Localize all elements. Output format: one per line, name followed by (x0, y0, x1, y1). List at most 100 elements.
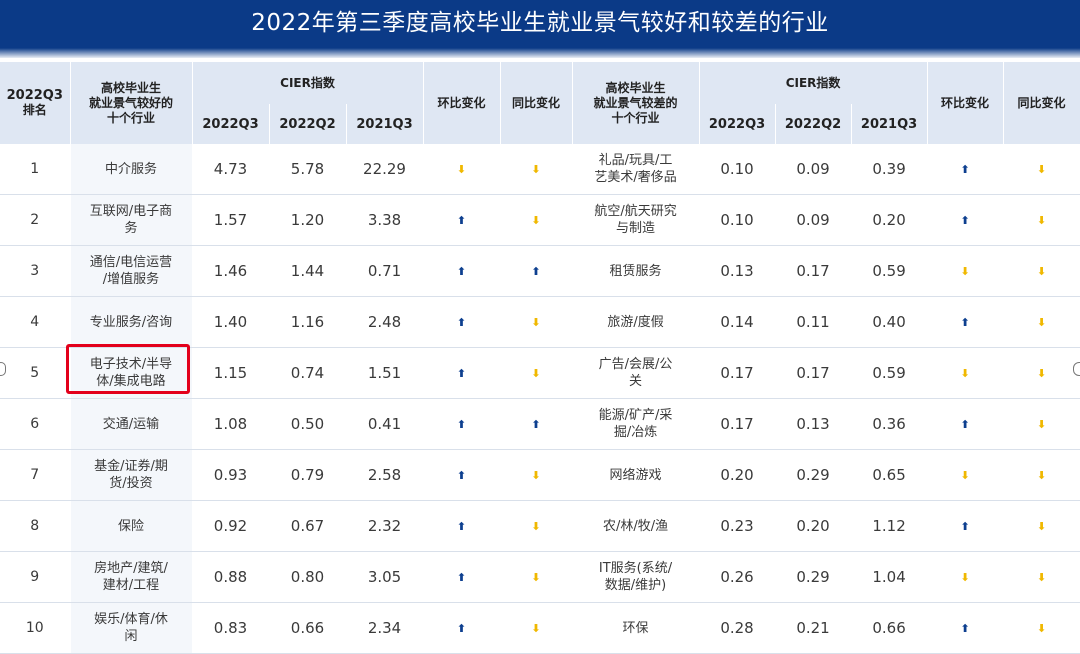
bad-cier-header: CIER指数 (699, 62, 928, 104)
table-row: 2 互联网/电子商务 1.57 1.20 3.38 ⬆ ⬇ 航空/航天研究 与制造 0.10 0.0… (0, 194, 1080, 246)
bad-yoy-cell: ⬇ (1002, 194, 1080, 246)
bad-qoq-cell: ⬇ (926, 551, 1004, 603)
arrow-up-icon: ⬆ (456, 367, 467, 380)
good-industry-cell-line: 务 (124, 221, 138, 236)
arrow-down-icon: ⬇ (456, 163, 467, 176)
bad-industry-cell-line: 数据/维护) (604, 578, 667, 593)
arrow-up-icon: ⬆ (456, 469, 467, 482)
good-industry-cell-line: 保险 (117, 518, 144, 534)
good-2022q3-cell: 1.46 (192, 245, 270, 297)
table-row: 1 中介服务 4.73 5.78 22.29 ⬇ ⬇ 礼品/玩具/工 艺美术/奢侈品 0.10 0.… (0, 144, 1080, 195)
bad-2022q3-cell: 0.20 (699, 449, 776, 501)
arrow-down-icon: ⬇ (531, 469, 541, 482)
good-2022q3-cell: 1.40 (192, 296, 270, 348)
bad-qoq-cell: ⬇ (926, 449, 1004, 501)
rank-cell: 8 (0, 500, 71, 552)
good-2021q3-cell: 3.05 (346, 551, 424, 603)
bad-2021q3-cell: 0.66 (851, 602, 928, 654)
good-2022q2-cell: 0.79 (269, 449, 347, 501)
good-industry-cell: 通信/电信运营/增值服务 (70, 245, 193, 297)
good-industry-cell: 基金/证券/期 货/投资 (70, 449, 193, 501)
good-industry-cell-line: 娱乐/体育/休 (94, 612, 168, 627)
good-cier-header: CIER指数 (192, 62, 424, 104)
arrow-up-icon: ⬆ (456, 214, 467, 227)
good-2021q3-cell: 2.58 (346, 449, 424, 501)
arrow-down-icon: ⬇ (1036, 316, 1047, 329)
good-industry-cell-line: 专业服务/咨询 (89, 314, 173, 330)
bad-yoy-cell: ⬇ (1002, 602, 1080, 654)
good-industry-cell-line: 电子技术/半导 (89, 357, 173, 372)
bad-industry-cell: 旅游/度假 (572, 296, 700, 348)
table-row: 5 电子技术/半导 体/集成电路 1.15 0.74 1.51 ⬆ ⬇ 广告/会展/公关 0.17… (0, 347, 1080, 399)
good-2022q2-cell: 1.44 (269, 245, 347, 297)
bad-2022q3-header: 2022Q3 (699, 104, 776, 144)
bad-2022q2-cell: 0.17 (775, 245, 852, 297)
bad-2021q3-cell: 1.12 (851, 500, 928, 552)
good-yoy-cell: ⬇ (499, 449, 573, 501)
bad-yoy-cell: ⬇ (1002, 500, 1080, 552)
left-edge-mark (0, 362, 6, 376)
good-2021q3-cell: 2.32 (346, 500, 424, 552)
bad-2022q2-cell: 0.11 (775, 296, 852, 348)
arrow-up-icon: ⬆ (456, 520, 467, 533)
arrow-down-icon: ⬇ (960, 265, 970, 278)
bad-2022q3-cell: 0.13 (699, 245, 776, 297)
arrow-down-icon: ⬇ (1036, 214, 1047, 227)
rank-cell: 2 (0, 194, 71, 246)
bad-industry-cell-line: 环保 (622, 620, 649, 636)
good-2022q3-cell: 4.73 (192, 144, 270, 195)
bad-2022q2-cell: 0.29 (775, 449, 852, 501)
good-qoq-cell: ⬆ (422, 449, 501, 501)
good-yoy-cell: ⬇ (499, 551, 573, 603)
good-yoy-cell: ⬆ (499, 245, 573, 297)
arrow-down-icon: ⬇ (531, 571, 541, 584)
good-qoq-cell: ⬆ (422, 296, 501, 348)
good-industry-cell-line: 闲 (124, 629, 138, 644)
bad-qoq-cell: ⬆ (926, 602, 1004, 654)
arrow-up-icon: ⬆ (531, 418, 541, 431)
arrow-up-icon: ⬆ (960, 214, 970, 227)
good-industry-cell-line: 建材/工程 (102, 578, 160, 593)
bad-industry-cell-line: 能源/矿产/采 (598, 408, 673, 423)
arrow-up-icon: ⬆ (456, 418, 467, 431)
good-qoq-cell: ⬆ (422, 500, 501, 552)
rank-cell: 5 (0, 347, 71, 399)
arrow-up-icon: ⬆ (456, 571, 467, 584)
bad-2022q3-cell: 0.10 (699, 144, 776, 195)
good-industry-cell: 娱乐/体育/休闲 (70, 602, 193, 654)
good-2021q3-cell: 22.29 (346, 144, 424, 195)
bad-2022q2-cell: 0.20 (775, 500, 852, 552)
bad-qoq-cell: ⬆ (926, 296, 1004, 348)
good-2022q2-cell: 5.78 (269, 144, 347, 195)
bad-yoy-cell: ⬇ (1002, 144, 1080, 195)
arrow-down-icon: ⬇ (960, 571, 970, 584)
bad-qoq-cell: ⬇ (926, 347, 1004, 399)
bad-yoy-cell: ⬇ (1002, 296, 1080, 348)
bad-industry-cell-line: 网络游戏 (609, 467, 662, 483)
arrow-up-icon: ⬆ (960, 622, 970, 635)
good-2022q2-header: 2022Q2 (269, 104, 347, 144)
good-2021q3-cell: 2.34 (346, 602, 424, 654)
good-yoy-cell: ⬇ (499, 296, 573, 348)
good-industry-cell: 互联网/电子商务 (70, 194, 193, 246)
arrow-up-icon: ⬆ (456, 316, 467, 329)
good-industry-cell: 保险 (70, 500, 193, 552)
good-industry-cell-line: 通信/电信运营 (89, 255, 173, 270)
good-qoq-cell: ⬆ (422, 347, 501, 399)
good-2021q3-cell: 3.38 (346, 194, 424, 246)
arrow-down-icon: ⬇ (960, 367, 970, 380)
bad-2022q2-cell: 0.29 (775, 551, 852, 603)
bad-industry-cell-line: 旅游/度假 (607, 314, 664, 330)
bad-yoy-cell: ⬇ (1002, 245, 1080, 297)
good-2021q3-header: 2021Q3 (346, 104, 424, 144)
bad-2022q3-cell: 0.10 (699, 194, 776, 246)
arrow-down-icon: ⬇ (1036, 469, 1047, 482)
good-industry-cell: 交通/运输 (70, 398, 193, 450)
arrow-up-icon: ⬆ (456, 622, 467, 635)
bad-2021q3-cell: 0.65 (851, 449, 928, 501)
table-row: 10 娱乐/体育/休闲 0.83 0.66 2.34 ⬆ ⬇ 环保 0.28 0.21 0.66 ⬆ ⬇ (0, 602, 1080, 654)
good-2022q3-cell: 0.92 (192, 500, 270, 552)
arrow-down-icon: ⬇ (1036, 265, 1047, 278)
bad-industry-cell-line: 关 (629, 374, 643, 389)
bad-qoq-cell: ⬆ (926, 194, 1004, 246)
